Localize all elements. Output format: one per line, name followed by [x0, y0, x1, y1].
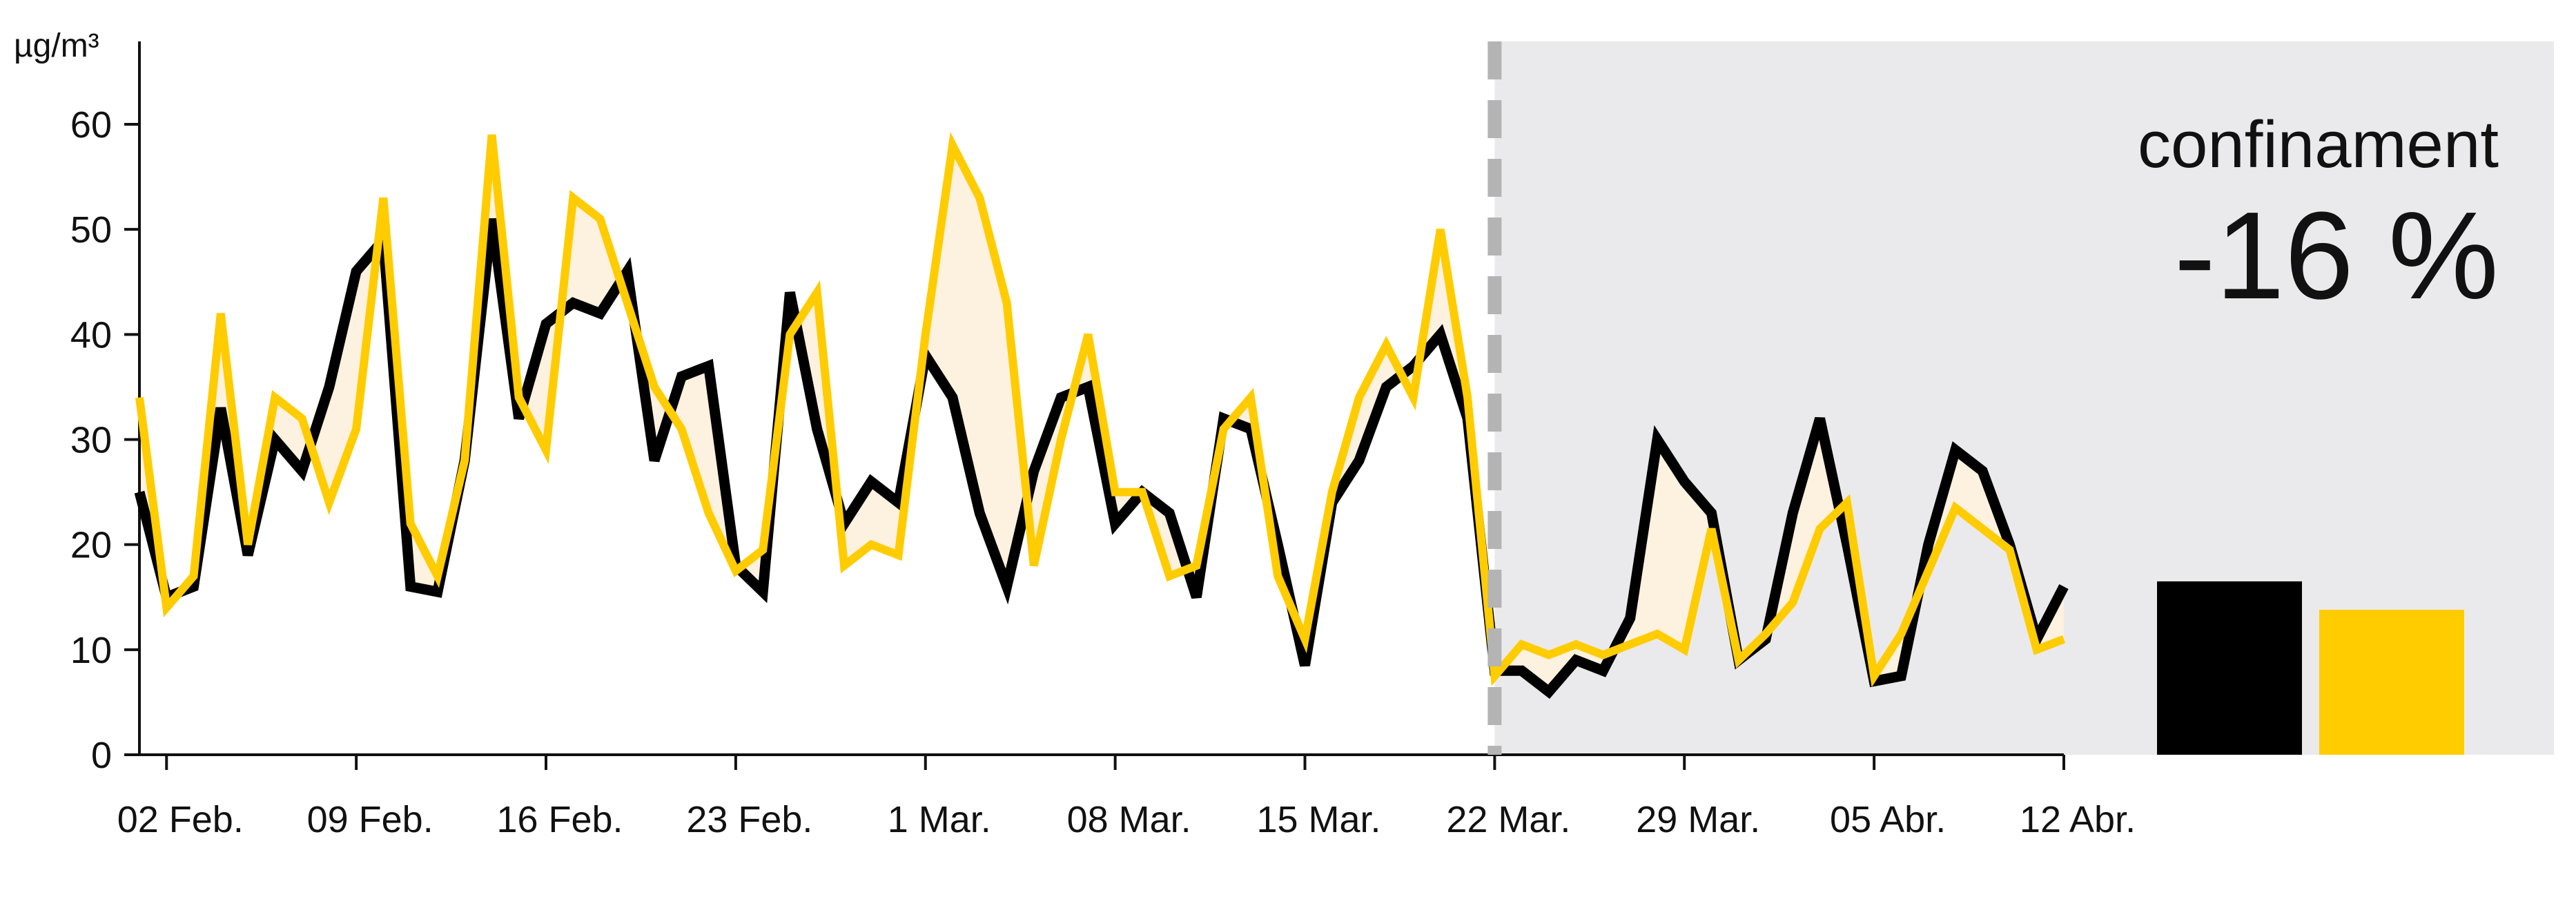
y-tick-label: 20: [70, 525, 112, 566]
x-tick-label: 02 Feb.: [117, 799, 244, 840]
x-tick-label: 22 Mar.: [1446, 799, 1570, 840]
annotation-title: confinament: [2138, 108, 2499, 182]
y-tick-label: 10: [70, 630, 112, 671]
x-tick-label: 23 Feb.: [686, 799, 812, 840]
y-tick-label: 40: [70, 314, 112, 356]
series-line-1: [135, 131, 2066, 688]
legend-bars: [2157, 581, 2464, 755]
x-tick-label: 1 Mar.: [888, 799, 991, 840]
x-tick-label: 15 Mar.: [1256, 799, 1380, 840]
legend-bar-0: [2157, 581, 2302, 755]
x-tick-label: 09 Feb.: [307, 799, 433, 840]
unit-label: µg/m³: [14, 28, 99, 64]
y-tick-label: 50: [70, 209, 112, 251]
y-tick-label: 30: [70, 420, 112, 461]
x-tick-label: 08 Mar.: [1067, 799, 1191, 840]
annotation-value: -16 %: [2174, 186, 2499, 325]
series-layer: [134, 131, 2069, 699]
y-tick-label: 0: [91, 735, 112, 776]
y-axis: µg/m³ 0 10 20 30 40 50 60: [14, 28, 141, 776]
x-tick-label: 05 Abr.: [1830, 799, 1946, 840]
x-tick-label: 12 Abr.: [2020, 799, 2136, 840]
annotation: confinament -16 %: [2138, 108, 2499, 325]
x-tick-label: 29 Mar.: [1636, 799, 1760, 840]
y-tick-label: 60: [70, 104, 112, 146]
x-axis: 02 Feb. 09 Feb. 16 Feb. 23 Feb. 1 Mar. 08 Mar…: [117, 753, 2136, 840]
legend-bar-1: [2319, 610, 2464, 755]
x-tick-label: 16 Feb.: [496, 799, 623, 840]
